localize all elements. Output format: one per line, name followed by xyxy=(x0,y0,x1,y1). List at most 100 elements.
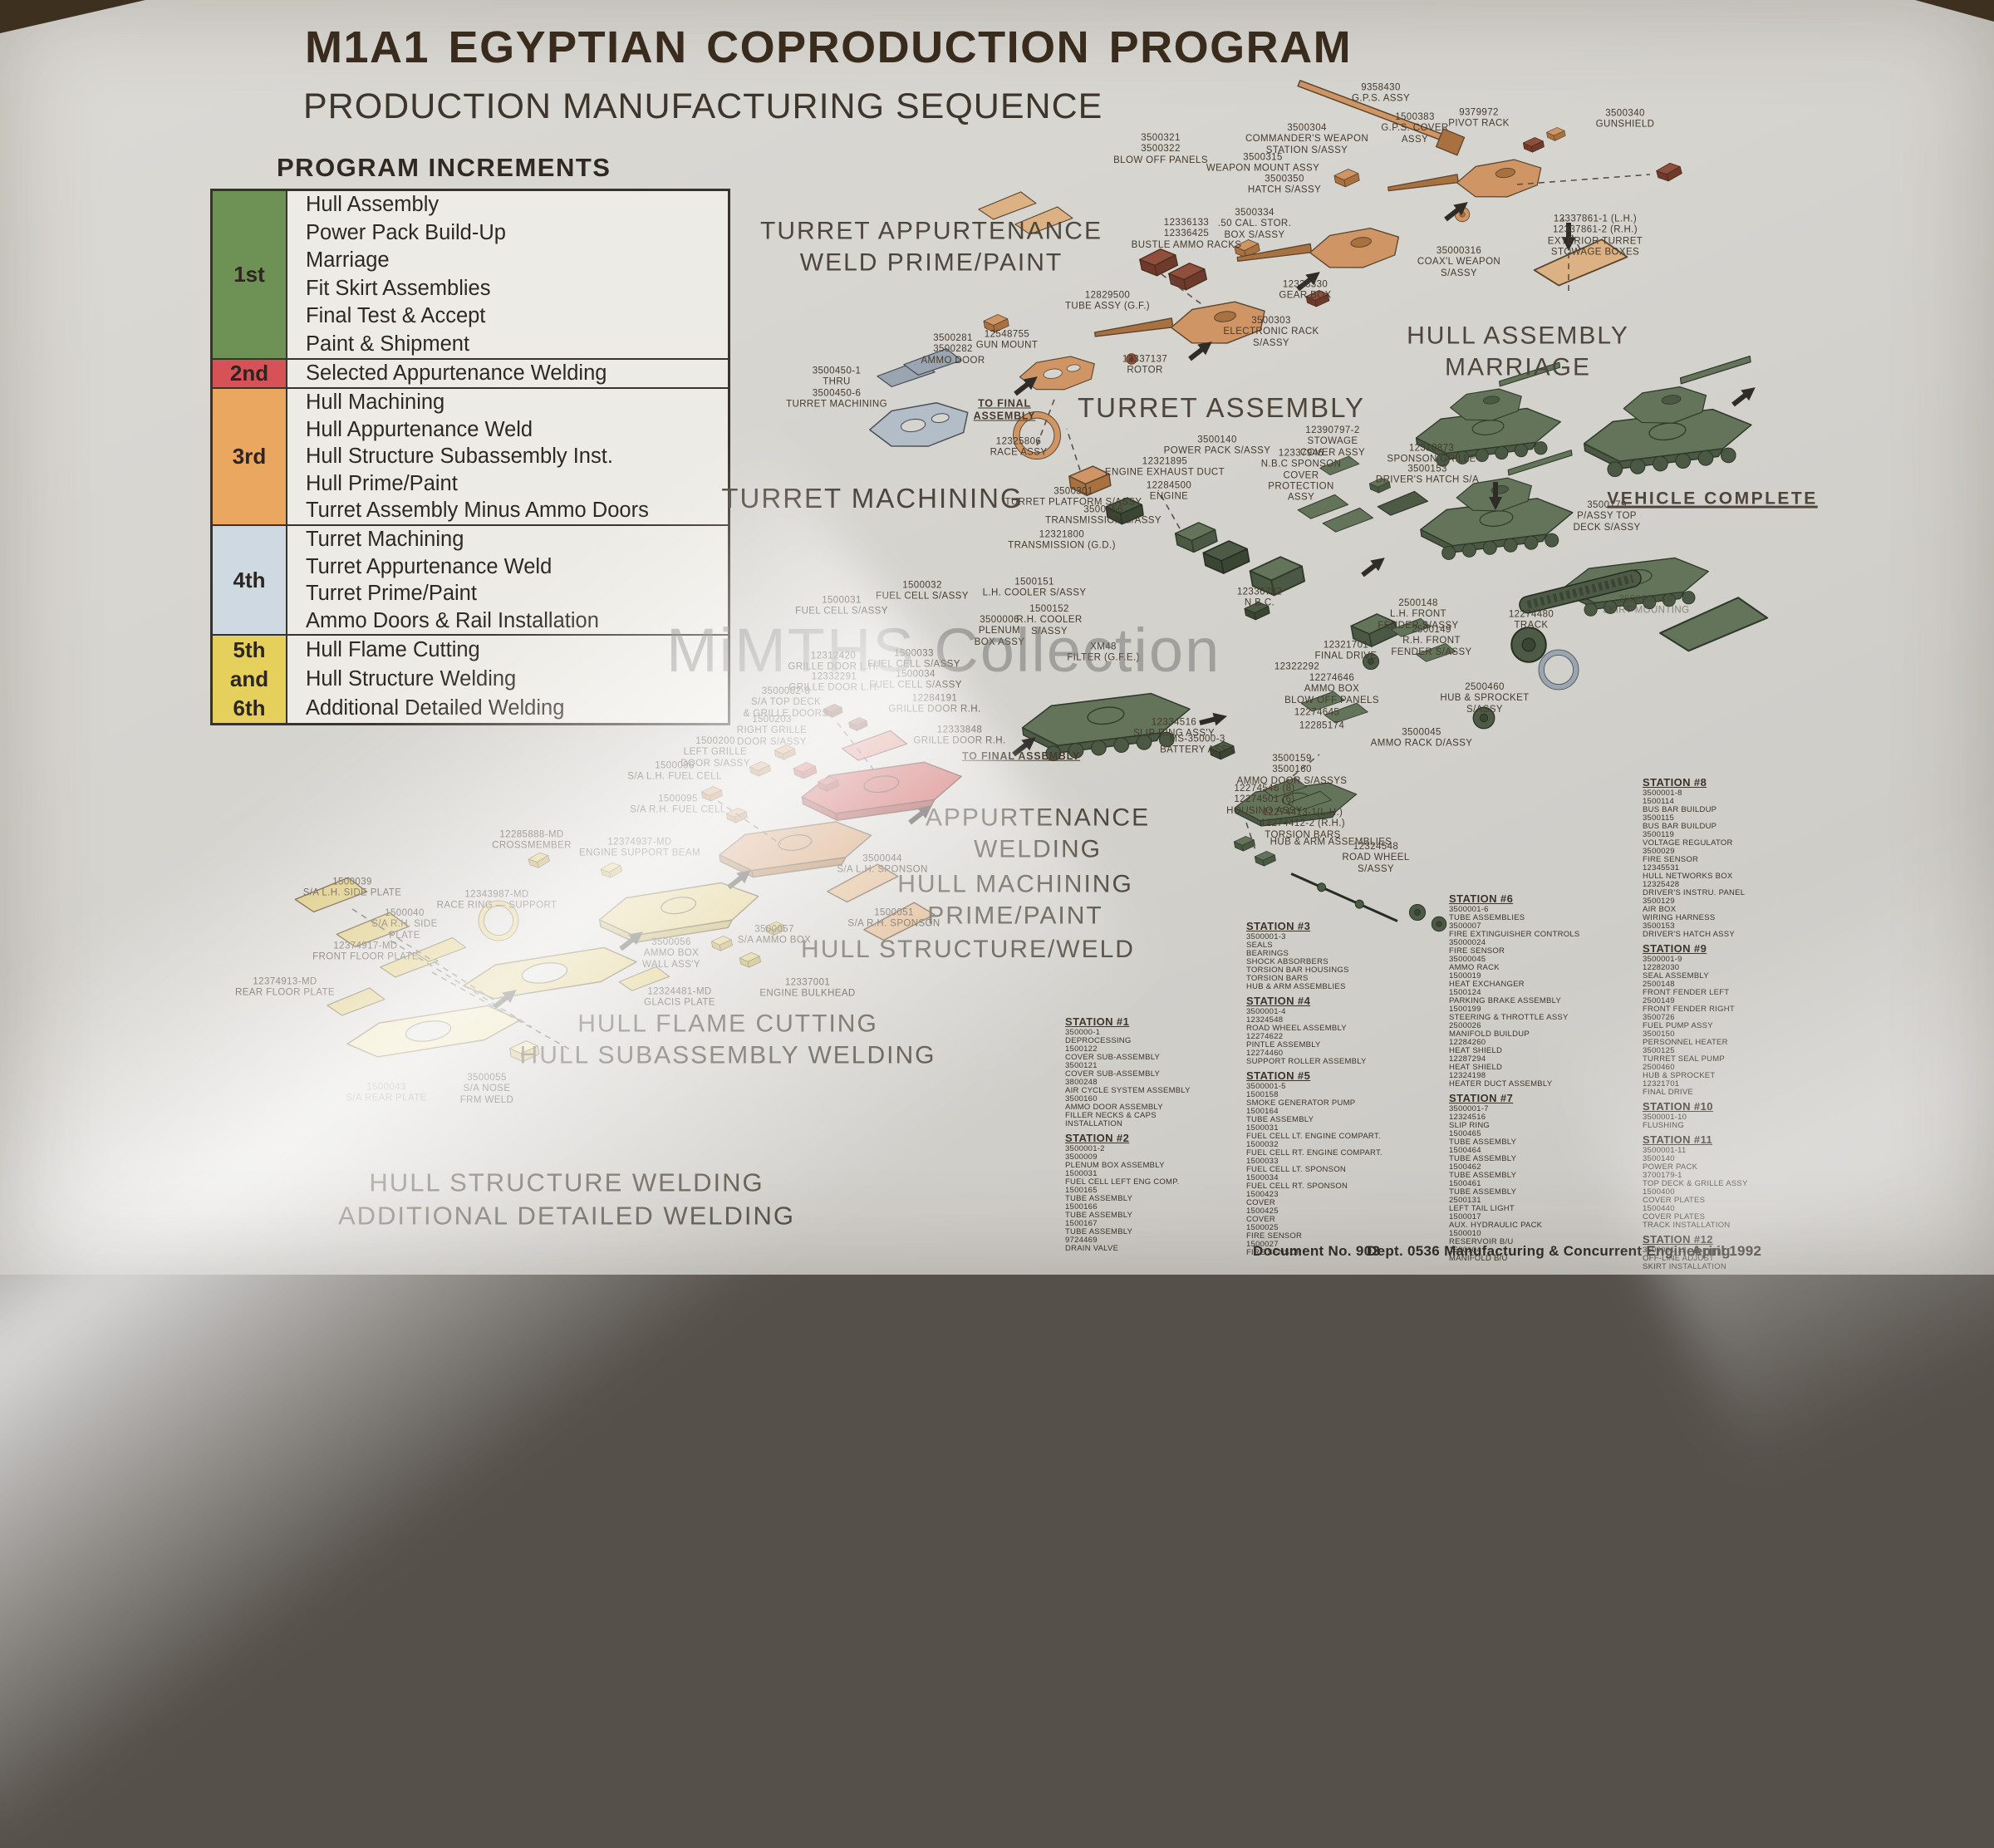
increment-ordinal: 2nd xyxy=(213,360,287,387)
part-label: 1500095 S/A R.H. FUEL CELL xyxy=(630,794,726,815)
increment-ordinal: 5th and 6th xyxy=(213,636,287,723)
page-title: M1A1 EGYPTIAN COPRODUCTION PROGRAM xyxy=(305,22,1353,72)
section-label: VEHICLE COMPLETE xyxy=(1607,489,1818,509)
department-line: Dept. 0536 Manufacturing & Concurrent En… xyxy=(1367,1243,1731,1259)
part-label: 2500460 HUB & SPROCKET S/ASSY xyxy=(1440,682,1530,715)
station-title: STATION #11 xyxy=(1643,1133,1713,1146)
increment-ordinal: 3rd xyxy=(213,389,287,524)
document-number: Document No. 903 xyxy=(1253,1243,1381,1259)
section-label: HULL MACHINING PRIME/PAINT xyxy=(897,870,1133,930)
section-label: HULL FLAME CUTTING HULL SUBASSEMBLY WELD… xyxy=(519,1010,936,1069)
part-label: TO FINAL ASSEMBLY xyxy=(973,397,1036,422)
increment-ordinal: 4th xyxy=(213,526,287,634)
section-label: HULL ASSEMBLY MARRIAGE xyxy=(1407,322,1629,381)
part-label: 2500149 R.H. FRONT FENDER S/ASSY xyxy=(1391,625,1472,657)
part-label: 3500450-1 THRU 3500450-6 TURRET MACHININ… xyxy=(786,366,887,410)
increment-ordinal: 1st xyxy=(213,191,287,358)
increment-item: Hull Prime/Paint xyxy=(306,471,458,495)
part-label: 12324548 ROAD WHEEL S/ASSY xyxy=(1342,842,1410,874)
part-label: 12333848 GRILLE DOOR R.H. xyxy=(913,725,1006,746)
increment-items: Hull Assembly Power Pack Build-Up Marriage… xyxy=(287,191,728,358)
increment-item: Turret Assembly Minus Ammo Doors xyxy=(306,499,649,523)
part-label: 12285174 xyxy=(1299,720,1345,731)
part-label: 3500303 ELECTRONIC RACK S/ASSY xyxy=(1223,316,1319,348)
part-label: 12338330 GEAR BOX xyxy=(1279,279,1332,301)
part-label: 12336133 12336425 BUSTLE AMMO RACKS xyxy=(1131,218,1242,250)
increment-item: Power Pack Build-Up xyxy=(306,220,506,244)
increment-row: 5th and 6th Hull Flame Cutting Hull Structur… xyxy=(213,634,728,723)
section-label: TURRET APPURTENANCE WELD PRIME/PAINT xyxy=(760,217,1103,277)
increment-item: Ammo Doors & Rail Installation xyxy=(306,608,599,632)
part-label: 12274413-1(L.H.) 12274412-2 (R.H.) TORSI… xyxy=(1260,808,1346,840)
part-label: 9379972 PIVOT RACK xyxy=(1448,107,1510,129)
wheel-glyph xyxy=(1510,627,1547,663)
section-label: HULL STRUCTURE/WELD xyxy=(801,935,1135,963)
part-label: 12274645 xyxy=(1294,707,1340,718)
increment-item: Additional Detailed Welding xyxy=(306,696,565,720)
part-label: 12322292 xyxy=(1274,661,1320,672)
station-item: INSTALLATION xyxy=(1065,1119,1123,1128)
station-title: STATION #1 xyxy=(1065,1015,1130,1028)
station-item: DRAIN VALVE xyxy=(1065,1244,1119,1253)
turretNB-glyph xyxy=(1019,356,1095,391)
part-label: 12374913-MD REAR FLOOR PLATE xyxy=(235,976,335,998)
increment-items: Turret Machining Turret Appurtenance Weld… xyxy=(287,526,728,634)
part-label: 3500159 3500160 AMMO DOOR S/ASSYS xyxy=(1236,754,1348,786)
increment-item: Turret Machining xyxy=(306,528,464,551)
part-label: 12337946 N.B.C SPONSON COVER PROTECTION … xyxy=(1260,448,1342,503)
increment-item: Hull Structure Welding xyxy=(306,667,517,691)
part-label: 12548755 GUN MOUNT xyxy=(975,329,1039,351)
part-label: 3500140 POWER PACK S/ASSY xyxy=(1163,435,1271,456)
part-label: 12325806 RACE ASSY xyxy=(990,436,1048,458)
station-item: TRACK INSTALLATION xyxy=(1643,1221,1731,1230)
plate-glyph xyxy=(1377,490,1429,516)
part-label: 3500001-18 SKIRT MOUNTING xyxy=(1602,594,1690,616)
part-label: 12374917-MD FRONT FLOOR PLATE xyxy=(312,941,419,962)
increment-item: Hull Appurtenance Weld xyxy=(306,417,533,441)
part-label: 12274646 AMMO BOX BLOW OFF PANELS xyxy=(1284,673,1379,705)
part-label: 3500340 GUNSHIELD xyxy=(1595,108,1655,130)
part-label: 12343987-MD RACE RING — SUPPORT xyxy=(436,889,557,911)
part-label: 3500055 S/A NOSE FRM WELD xyxy=(459,1073,514,1105)
increment-row: 3rd Hull Machining Hull Appurtenance Weld H… xyxy=(213,387,728,524)
station-title: STATION #9 xyxy=(1643,942,1707,955)
section-label: TURRET MACHINING xyxy=(721,482,1024,514)
station-column: STATION #6 3500001-6 TUBE ASSEMBLIES 350000… xyxy=(1449,889,1638,1263)
increment-item: Marriage xyxy=(306,248,390,272)
box-glyph xyxy=(749,761,771,777)
part-label: 3500057 S/A AMMO BOX xyxy=(737,924,812,946)
station-item: FINAL DRIVE xyxy=(1643,1088,1693,1097)
increment-row: 1st Hull Assembly Power Pack Build-Up Marri… xyxy=(213,191,728,358)
watermark-text: MiMTHS Collection xyxy=(666,616,1221,685)
box-glyph xyxy=(710,936,733,951)
station-item: DRIVER'S HATCH ASSY xyxy=(1643,930,1735,939)
box-glyph xyxy=(1546,127,1566,141)
increment-item: Paint & Shipment xyxy=(306,332,470,356)
part-label: 1500039 S/A L.H. SIDE PLATE xyxy=(302,877,402,898)
box-glyph xyxy=(1254,851,1276,867)
part-label: 12324481-MD GLACIS PLATE xyxy=(644,986,715,1008)
station-item: HUB & ARM ASSEMBLIES xyxy=(1246,982,1346,991)
station-title: STATION #2 xyxy=(1065,1132,1130,1144)
part-label: 3500056 AMMO BOX WALL ASS'Y xyxy=(642,937,700,970)
box-glyph xyxy=(1522,137,1545,153)
part-label: 12829500 TUBE ASSY (G.F.) xyxy=(1064,290,1151,312)
part-label: 1500043 S/A REAR PLATE xyxy=(346,1082,427,1103)
part-label: 12321895 ENGINE EXHAUST DUCT xyxy=(1104,456,1225,478)
flow-arrow xyxy=(1731,387,1756,407)
box-glyph xyxy=(1656,162,1682,182)
station-title: STATION #5 xyxy=(1246,1069,1311,1082)
part-label: 12284500 ENGINE xyxy=(1146,480,1192,502)
increment-item: Final Test & Accept xyxy=(306,304,486,327)
station-column: STATION #3 3500001-3 SEALS BEARINGS SHOCK AB… xyxy=(1246,917,1436,1257)
part-label: 1500040 S/A R.H. SIDE PLATE xyxy=(371,908,438,941)
part-label: 12284191 GRILLE DOOR R.H. xyxy=(888,693,981,715)
part-label: 1500151 L.H. COOLER S/ASSY xyxy=(982,577,1087,598)
part-label: TO FINAL ASSEMBLY xyxy=(961,750,1081,762)
part-label: 3500350 HATCH S/ASSY xyxy=(1247,174,1322,195)
increment-items: Hull Flame Cutting Hull Structure Welding… xyxy=(287,636,728,723)
box-glyph xyxy=(1333,169,1360,188)
box-glyph xyxy=(793,762,818,779)
part-label: 12321800 TRANSMISSION (G.D.) xyxy=(1008,529,1116,551)
